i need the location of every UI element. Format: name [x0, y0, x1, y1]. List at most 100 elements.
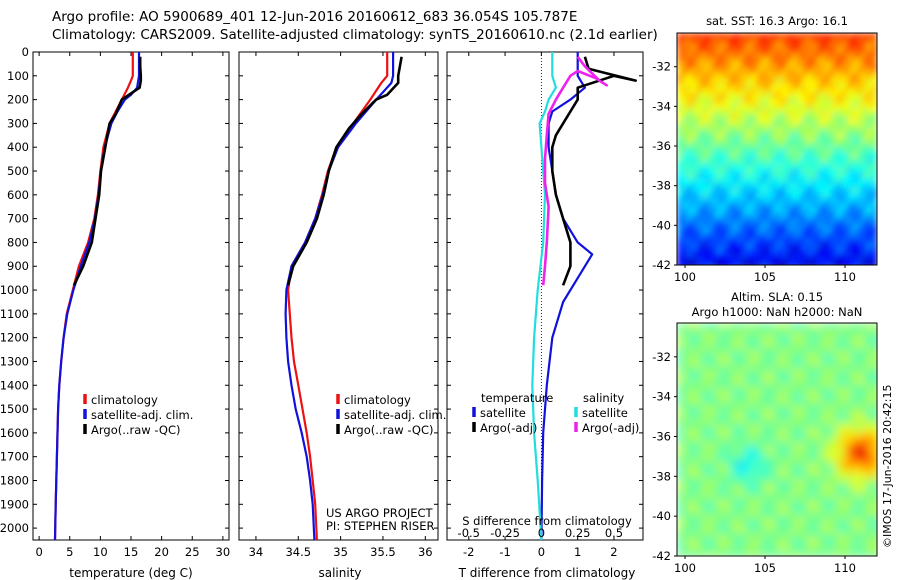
sla-cell: [809, 413, 816, 420]
sst-cell: [872, 233, 877, 239]
sst-cell: [797, 58, 803, 64]
sst-cell: [762, 38, 768, 44]
sla-cell: [731, 395, 738, 402]
sst-cell: [787, 53, 793, 59]
sst-cell: [792, 208, 798, 214]
sst-cell: [792, 103, 798, 109]
sst-cell: [747, 188, 753, 194]
sst-cell: [857, 188, 863, 194]
sst-cell: [787, 193, 793, 199]
sst-cell: [722, 213, 728, 219]
sst-cell: [717, 43, 723, 49]
sst-cell: [832, 38, 838, 44]
sst-cell: [697, 228, 703, 234]
sla-cell: [767, 527, 774, 534]
sla-cell: [761, 413, 768, 420]
sla-cell: [869, 545, 876, 552]
sla-cell: [803, 521, 810, 528]
sst-cell: [737, 43, 743, 49]
sst-cell: [762, 123, 768, 129]
sst-cell: [742, 188, 748, 194]
sla-cell: [785, 407, 792, 414]
sst-cell: [772, 48, 778, 54]
sst-cell: [797, 138, 803, 144]
sla-cell: [863, 407, 870, 414]
temperature-axes-frame: [32, 51, 230, 541]
sst-cell: [742, 168, 748, 174]
sst-cell: [747, 98, 753, 104]
sla-cell: [809, 491, 816, 498]
sla-cell: [803, 383, 810, 390]
sst-cell: [677, 243, 683, 249]
sst-cell: [832, 248, 838, 254]
sla-cell: [749, 527, 756, 534]
sst-cell: [767, 178, 773, 184]
sst-cell: [677, 133, 683, 139]
sla-cell: [737, 485, 744, 492]
sst-cell: [867, 208, 873, 214]
sst-cell: [862, 58, 868, 64]
sla-cell: [695, 437, 702, 444]
sla-cell: [803, 473, 810, 480]
sla-cell: [821, 401, 828, 408]
sst-cell: [812, 243, 818, 249]
sla-cell: [875, 539, 877, 546]
sst-cell: [862, 248, 868, 254]
sla-cell: [713, 521, 720, 528]
legend-entry: Argo(-adj): [582, 421, 639, 435]
depth-tick-label: 1500: [0, 402, 29, 416]
sst-cell: [767, 98, 773, 104]
sst-cell: [677, 238, 683, 244]
sst-cell: [757, 113, 763, 119]
sla-cell: [821, 383, 828, 390]
sla-cell: [833, 515, 840, 522]
sla-cell: [875, 473, 877, 480]
sst-cell: [822, 108, 828, 114]
sla-cell: [833, 425, 840, 432]
sla-cell: [821, 425, 828, 432]
sst-cell: [832, 193, 838, 199]
sst-cell: [687, 258, 693, 264]
sla-cell: [719, 413, 726, 420]
sst-cell: [727, 233, 733, 239]
sla-cell: [869, 497, 876, 504]
sla-cell: [791, 377, 798, 384]
sst-cell: [792, 143, 798, 149]
sla-cell: [761, 461, 768, 468]
sst-cell: [732, 253, 738, 259]
sla-cell: [695, 551, 702, 556]
sla-cell: [725, 353, 732, 360]
sla-cell: [845, 551, 852, 556]
sst-cell: [717, 73, 723, 79]
sst-cell: [827, 198, 833, 204]
sla-cell: [713, 407, 720, 414]
sst-cell: [842, 213, 848, 219]
sst-cell: [692, 158, 698, 164]
sla-cell: [875, 503, 877, 510]
sst-cell: [797, 118, 803, 124]
sst-cell: [797, 133, 803, 139]
sla-cell: [725, 425, 732, 432]
sla-cell: [845, 353, 852, 360]
sst-cell: [812, 63, 818, 69]
sst-cell: [757, 178, 763, 184]
sst-cell: [857, 238, 863, 244]
sla-cell: [797, 359, 804, 366]
sst-cell: [832, 178, 838, 184]
sst-cell: [692, 168, 698, 174]
sla-cell: [791, 437, 798, 444]
sst-cell: [812, 253, 818, 259]
sst-cell: [867, 78, 873, 84]
sla-cell: [773, 341, 780, 348]
sst-cell: [752, 173, 758, 179]
sst-cell: [692, 163, 698, 169]
sst-cell: [692, 48, 698, 54]
sst-cell: [677, 228, 683, 234]
sst-cell: [832, 168, 838, 174]
sst-cell: [872, 128, 877, 134]
sst-cell: [782, 98, 788, 104]
sst-cell: [682, 38, 688, 44]
sla-cell: [779, 329, 786, 336]
sla-cell: [875, 425, 877, 432]
sla-cell: [773, 329, 780, 336]
